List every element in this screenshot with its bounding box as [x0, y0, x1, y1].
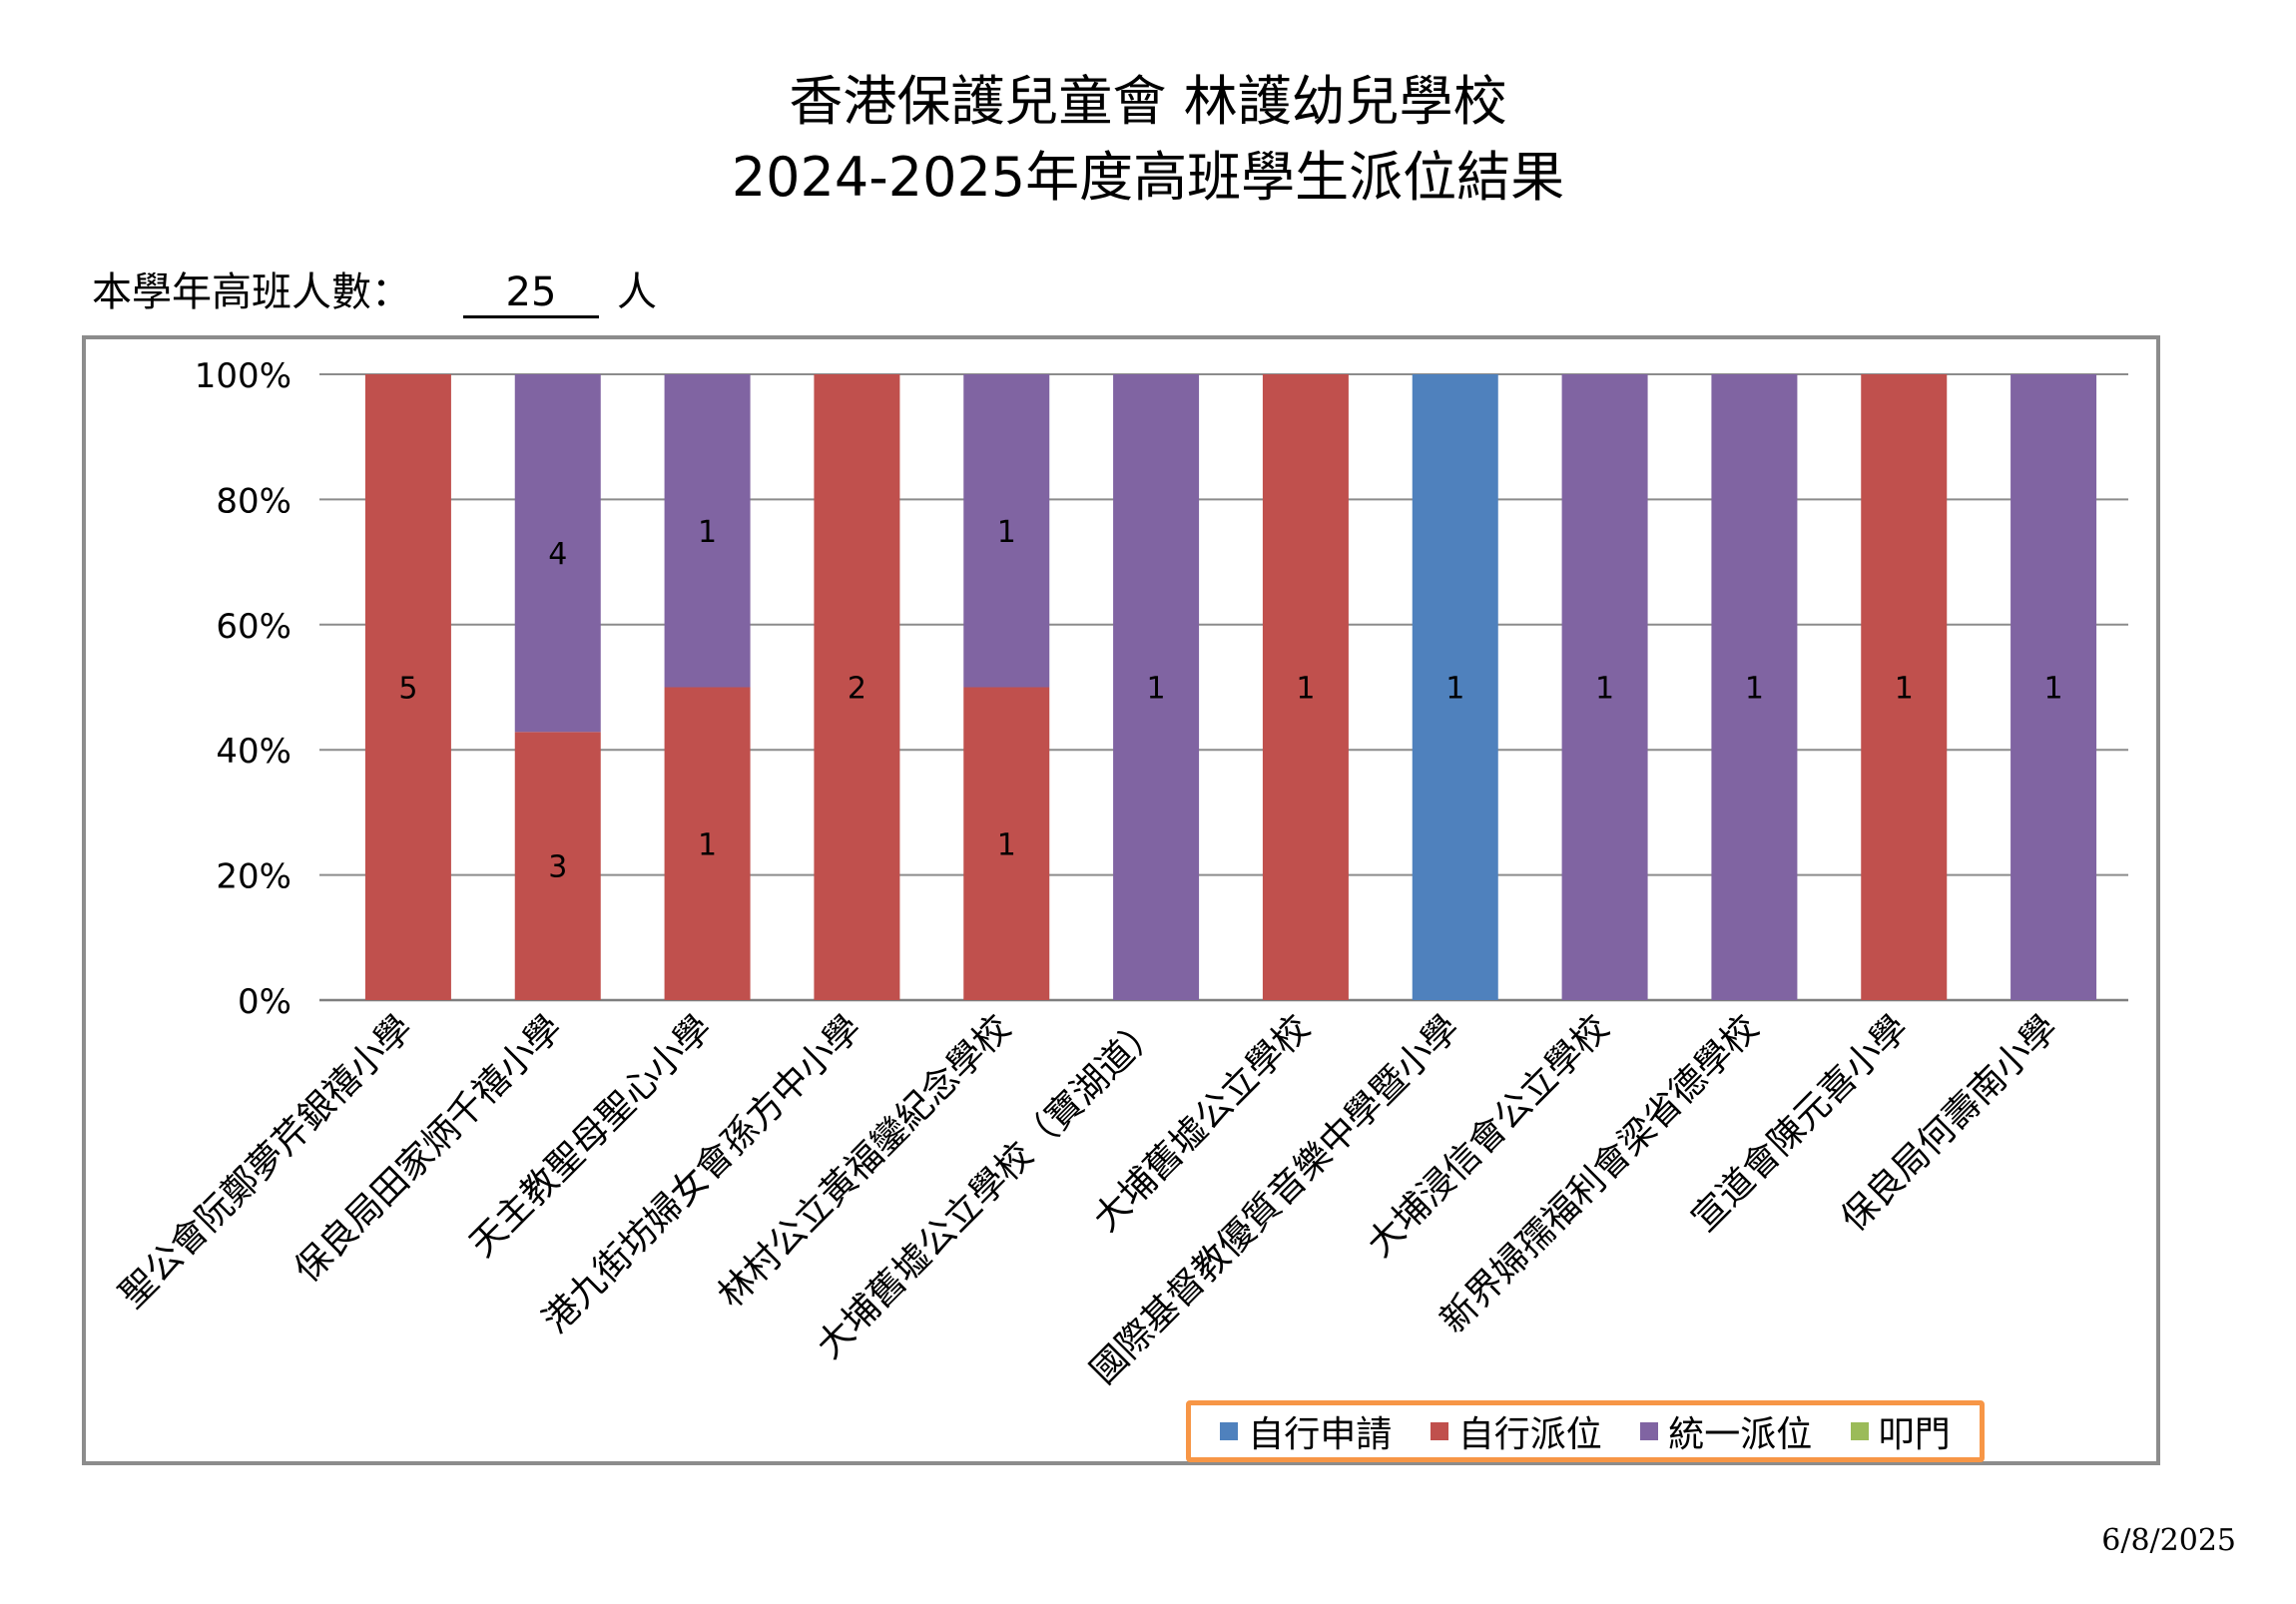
data-label: 1	[698, 515, 717, 550]
chart-subtitle: 2024-2025年度高班學生派位結果	[731, 146, 1565, 209]
date-stamp: 6/8/2025	[2101, 1523, 2236, 1558]
bar-segment	[364, 374, 451, 1000]
chart-legend: 自行申請 自行派位 統一派位 叩門	[1186, 1400, 1985, 1462]
legend-item-central: 統一派位	[1640, 1405, 1812, 1457]
bar-segment	[963, 687, 1050, 1000]
data-label: 1	[1895, 672, 1914, 707]
legend-swatch	[1220, 1422, 1239, 1440]
class-count-label: 本學年高班人數：	[92, 269, 411, 315]
legend-label: 自行申請	[1248, 1414, 1393, 1455]
data-label: 1	[2044, 672, 2063, 707]
class-count-value: 25	[463, 269, 599, 318]
y-tick-label: 80%	[216, 481, 291, 521]
legend-swatch	[1430, 1422, 1448, 1440]
bar-segment	[1113, 374, 1200, 1000]
legend-label: 統一派位	[1668, 1414, 1813, 1455]
class-count-row: 本學年高班人數： 25 人	[92, 267, 657, 318]
x-tick-label: 大埔浸信會公立學校	[1360, 1007, 1617, 1265]
x-tick-label: 林村公立黃福鑾紀念學校	[711, 1007, 1019, 1316]
x-tick-label: 保良局田家炳千禧小學	[287, 1007, 571, 1291]
data-label: 1	[1595, 672, 1614, 707]
legend-item-self-apply: 自行申請	[1220, 1405, 1392, 1457]
x-tick-label: 天主教聖母聖心小學	[462, 1007, 720, 1265]
bar-segment	[1861, 374, 1948, 1000]
data-label: 3	[548, 850, 567, 885]
data-label: 1	[1296, 672, 1315, 707]
y-tick-label: 40%	[216, 732, 291, 772]
bar-segment	[814, 374, 900, 1000]
y-tick-label: 0%	[238, 982, 291, 1022]
legend-swatch	[1640, 1422, 1659, 1440]
data-label: 4	[548, 537, 567, 572]
y-tick-label: 60%	[216, 607, 291, 647]
x-tick-label: 港九街坊婦女會孫方中小學	[535, 1007, 868, 1340]
bar-segment	[514, 374, 601, 733]
bar-segment	[664, 374, 751, 688]
bar-segment	[514, 732, 601, 1000]
data-label: 5	[398, 672, 417, 707]
x-tick-label: 聖公會阮鄭夢芹銀禧小學	[112, 1007, 420, 1316]
class-count-unit: 人	[617, 269, 657, 315]
bar-segment	[1262, 374, 1349, 1000]
data-label: 1	[997, 827, 1016, 862]
y-tick-label: 20%	[216, 857, 291, 897]
data-label: 1	[1445, 672, 1464, 707]
legend-item-discretionary: 自行派位	[1430, 1405, 1602, 1457]
bar-segment	[2010, 374, 2097, 1000]
chart-title: 香港保護兒童會 林護幼兒學校	[789, 70, 1507, 133]
data-label: 1	[1745, 672, 1764, 707]
data-label: 1	[698, 827, 717, 862]
data-label: 1	[997, 515, 1016, 550]
legend-swatch	[1850, 1422, 1869, 1440]
data-label: 1	[1147, 672, 1166, 707]
bar-segment	[664, 687, 751, 1000]
bar-segment	[1711, 374, 1798, 1000]
bar-segment	[1561, 374, 1648, 1000]
bar-segment	[1412, 374, 1498, 1000]
x-tick-label: 新界婦孺福利會梁省德學校	[1433, 1007, 1766, 1340]
legend-label: 叩門	[1878, 1414, 1951, 1455]
legend-item-knock-door: 叩門	[1850, 1405, 1951, 1457]
y-tick-label: 100%	[195, 356, 291, 396]
legend-label: 自行派位	[1457, 1414, 1602, 1455]
data-label: 2	[848, 672, 866, 707]
bar-segment	[963, 374, 1050, 688]
